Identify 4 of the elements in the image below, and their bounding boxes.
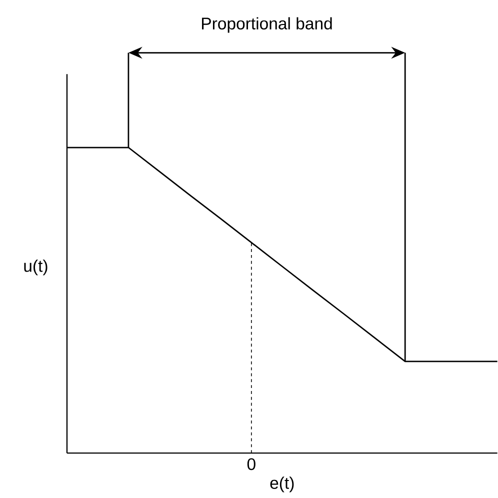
annotation: 0 xyxy=(247,458,256,470)
y-axis-title: u(t) xyxy=(24,260,48,276)
x-axis-title: e(t) xyxy=(270,476,294,492)
text: Proportional band xyxy=(202,17,332,33)
